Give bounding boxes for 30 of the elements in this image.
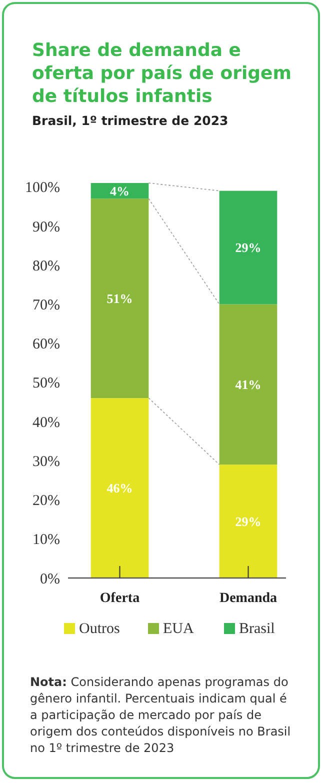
y-tick-label: 0% — [40, 571, 60, 588]
text: Nota: Considerando apenas programas do gênero infantil. Percentuais indicam qual é a participação de mercado por país de origem dos conteúdos disponíveis no Brasil no 1º trimestre de 2023 — [30, 675, 291, 755]
x-tick-label: Demanda — [219, 591, 278, 606]
y-tick-label: 50% — [32, 376, 60, 392]
y-tick-label: 10% — [32, 532, 60, 548]
data-label: 29% — [235, 240, 262, 256]
y-tick-label: 60% — [32, 336, 60, 353]
legend-label: EUA — [163, 621, 194, 637]
data-label: 41% — [235, 376, 262, 392]
legend-label: Brasil — [239, 621, 275, 637]
bar — [219, 304, 278, 465]
chart-title: Share de demanda e oferta por país de origem de títulos infantis — [32, 40, 292, 107]
y-tick-label: 30% — [32, 454, 60, 470]
bar — [90, 198, 149, 398]
y-tick-label: 100% — [25, 180, 60, 196]
data-label: 29% — [235, 514, 262, 529]
bar — [219, 464, 278, 578]
y-tick-label: 70% — [32, 297, 60, 314]
bar — [219, 190, 278, 304]
x-tick-label: Oferta — [100, 591, 140, 606]
y-tick-label: 80% — [32, 258, 60, 274]
data-label: 51% — [106, 290, 133, 306]
bar — [90, 398, 149, 578]
legend-label: Outros — [79, 621, 120, 637]
data-label: 46% — [106, 480, 133, 496]
y-tick-label: 90% — [32, 219, 60, 236]
y-tick-label: 20% — [32, 493, 60, 510]
data-label: 4% — [110, 183, 130, 198]
y-tick-label: 40% — [32, 414, 60, 431]
chart-subtitle: Brasil, 1º trimestre de 2023 — [32, 113, 228, 128]
